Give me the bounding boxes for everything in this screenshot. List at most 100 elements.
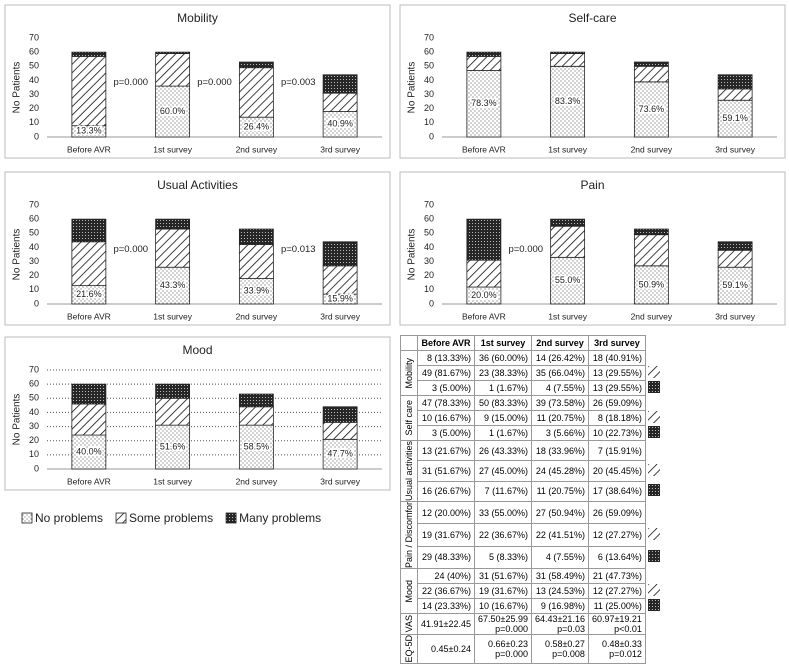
bar-segment <box>155 218 191 230</box>
y-tick-label: 50 <box>424 228 434 238</box>
swatch-cell <box>645 381 660 396</box>
y-tick-label: 70 <box>29 199 39 209</box>
bar-segment <box>322 241 358 267</box>
bar-segment <box>71 51 107 57</box>
group-label: Usual activities <box>404 441 414 502</box>
table-cell: 19 (31.67%) <box>417 523 475 547</box>
table-cell: 21 (47.73%) <box>587 568 646 585</box>
table-cell: 26 (43.33%) <box>473 439 532 462</box>
legend-label: Some problems <box>129 511 213 525</box>
group-label: Self care <box>404 400 414 436</box>
swatch-cell <box>645 481 660 501</box>
table-cell: 4 (7.55%) <box>530 380 589 396</box>
row-swatch <box>647 381 660 393</box>
table-cell: 9 (15.00%) <box>473 410 532 426</box>
summary-table: Before AVR 1st survey 2nd survey 3rd survey… <box>400 335 661 664</box>
table-row: VAS 41.91±22.45 67.50±25.99 p=0.000 64.43±21… <box>400 613 661 636</box>
bar-segment <box>466 218 502 261</box>
y-tick-label: 50 <box>424 61 434 71</box>
x-tick-label: Before AVR <box>67 311 111 321</box>
bar-segment <box>155 228 191 268</box>
legend-label: No problems <box>35 511 103 525</box>
table-row: 49 (81.67%) 23 (38.33%) 35 (66.04%) 13 (29.… <box>401 365 661 381</box>
y-tick-label: 50 <box>29 393 39 403</box>
table-cell: 13 (24.53%) <box>530 583 589 600</box>
table-row: 22 (36.67%) 19 (31.67%) 13 (24.53%) 12 (27.… <box>401 583 661 600</box>
percent-label: 78.3% <box>471 98 497 108</box>
table-cell: 22 (36.67%) <box>473 523 532 547</box>
row-swatch-fill <box>647 464 660 477</box>
table-cell: 33 (55.00%) <box>473 501 532 525</box>
row-swatch <box>647 464 660 477</box>
group-label: Pain / Discomfor <box>404 502 414 569</box>
bar-segment <box>550 51 586 54</box>
y-tick-label: 60 <box>29 47 39 57</box>
row-swatch <box>647 550 660 563</box>
table-cell: 60.97±19.21 p<0.01 <box>587 613 646 636</box>
y-tick-label: 10 <box>29 449 39 459</box>
percent-label: 47.7% <box>327 449 353 459</box>
table-cell: 14 (26.42%) <box>530 350 589 366</box>
table-cell: 23 (38.33%) <box>473 365 532 381</box>
table-row: 31 (51.67%) 27 (45.00%) 24 (45.28%) 20 (45.… <box>401 460 661 482</box>
y-tick-label: 0 <box>34 131 39 141</box>
bar-segment <box>717 249 753 268</box>
legend-swatch <box>21 512 33 524</box>
bar-segment <box>466 55 502 71</box>
cell-line: 0.58±0.27 <box>544 638 585 649</box>
bar-segment <box>322 421 358 440</box>
table-row: 19 (31.67%) 22 (36.67%) 22 (41.51%) 12 (27.… <box>401 523 661 547</box>
table-cell: 13 (29.55%) <box>587 365 646 381</box>
bar-segment <box>155 85 191 138</box>
legend-swatch <box>115 512 127 524</box>
chart-title: Mood <box>182 343 212 357</box>
percent-label: 40.0% <box>76 446 102 456</box>
group-label-cell: Pain / Discomfor <box>400 501 418 570</box>
swatch-cell <box>645 411 660 426</box>
y-tick-label: 0 <box>429 131 434 141</box>
row-swatch-fill <box>647 381 660 393</box>
table-row: 14 (23.33%) 10 (16.67%) 9 (16.98%) 11 (25.0… <box>401 598 661 615</box>
percent-label: 21.6% <box>76 289 102 299</box>
table-cell: 19 (31.67%) <box>473 583 532 600</box>
percent-label: 26.4% <box>244 121 270 131</box>
table-cell: 5 (8.33%) <box>473 545 532 570</box>
percent-label: 55.0% <box>555 275 581 285</box>
bar-segment <box>71 55 107 127</box>
y-tick-label: 40 <box>29 75 39 85</box>
table-cell: 13 (29.55%) <box>587 380 646 396</box>
percent-label: 59.1% <box>722 280 748 290</box>
y-tick-label: 30 <box>29 256 39 266</box>
x-tick-label: 3rd survey <box>320 476 360 486</box>
y-tick-label: 0 <box>429 298 434 308</box>
bar-segment <box>633 265 669 305</box>
row-swatch-fill <box>647 426 660 438</box>
chart-title: Usual Activities <box>157 178 238 192</box>
percent-label: 59.1% <box>722 113 748 123</box>
swatch-cell <box>645 351 660 366</box>
cell-line: p=0.000 <box>495 648 528 659</box>
table-cell: 49 (81.67%) <box>417 365 475 381</box>
table-cell: 3 (5.00%) <box>417 425 475 441</box>
swatch-cell <box>645 614 660 635</box>
swatch-cell <box>645 336 660 351</box>
bar-segment <box>633 228 669 236</box>
table-cell: 64.43±21.16 p=0.03 <box>530 613 589 636</box>
y-tick-label: 10 <box>424 117 434 127</box>
bar-segment <box>322 74 358 94</box>
table-cell: 0.58±0.27 p=0.008 <box>530 634 589 664</box>
cell-line: 0.45±0.24 <box>431 643 471 654</box>
y-tick-label: 60 <box>29 214 39 224</box>
bar-segment <box>71 218 107 243</box>
row-swatch <box>647 411 660 423</box>
swatch-cell <box>645 441 660 461</box>
y-tick-label: 10 <box>29 284 39 294</box>
row-swatch-fill <box>647 484 660 497</box>
swatch-cell <box>645 635 660 664</box>
y-tick-label: 30 <box>29 421 39 431</box>
y-axis-label: No Patients <box>407 229 418 281</box>
header-row: Before AVR 1st survey 2nd survey 3rd survey <box>400 335 661 351</box>
swatch-cell <box>645 546 660 568</box>
chart-title: Self-care <box>568 11 616 25</box>
p-value: p=0.000 <box>113 244 148 255</box>
